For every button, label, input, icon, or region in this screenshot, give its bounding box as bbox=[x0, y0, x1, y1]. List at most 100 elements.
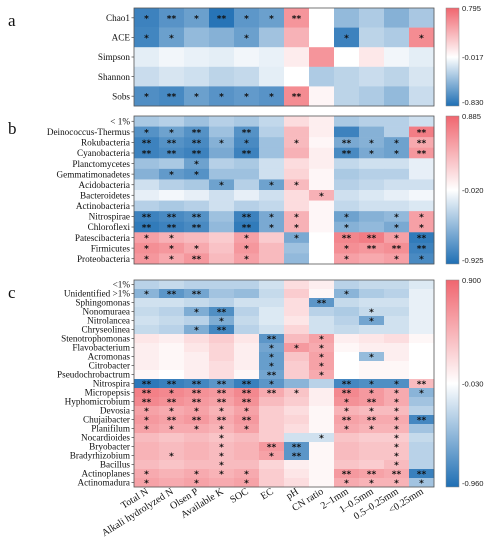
significance-mark: ** bbox=[217, 389, 227, 399]
heatmap-cell bbox=[409, 361, 435, 371]
heatmap-cell bbox=[259, 406, 285, 416]
significance-mark: ** bbox=[342, 389, 352, 399]
heatmap-cell bbox=[259, 289, 285, 299]
heatmap-cell bbox=[359, 47, 385, 68]
heatmap-cell bbox=[184, 66, 210, 87]
significance-mark: * bbox=[344, 213, 349, 223]
heatmap-cell bbox=[359, 190, 385, 201]
heatmap-cell bbox=[334, 334, 360, 344]
row-label: Acidobacteria bbox=[78, 180, 130, 190]
row-label: Flavobacterium bbox=[72, 343, 130, 353]
heatmap-cell bbox=[309, 433, 335, 443]
heatmap-cell bbox=[134, 116, 160, 127]
significance-mark: * bbox=[344, 479, 349, 489]
heatmap-cell bbox=[284, 388, 310, 398]
heatmap-cell bbox=[334, 158, 360, 170]
heatmap-cell bbox=[384, 116, 410, 127]
heatmap-cell bbox=[359, 158, 385, 170]
colorbar-tick-label: -0.030 bbox=[462, 380, 484, 389]
significance-mark: ** bbox=[217, 416, 227, 426]
heatmap-cell bbox=[284, 168, 310, 180]
heatmap-cell bbox=[384, 242, 410, 254]
heatmap-cell bbox=[334, 325, 360, 335]
heatmap-cell bbox=[209, 289, 235, 299]
heatmap-cell bbox=[284, 343, 310, 353]
heatmap-cell bbox=[259, 343, 285, 353]
significance-mark: * bbox=[244, 245, 249, 255]
heatmap-cell bbox=[259, 433, 285, 443]
significance-mark: * bbox=[219, 434, 224, 444]
significance-mark: * bbox=[169, 234, 174, 244]
significance-mark: ** bbox=[192, 290, 202, 300]
significance-mark: * bbox=[394, 213, 399, 223]
heatmap-cell bbox=[359, 460, 385, 470]
significance-mark: * bbox=[219, 139, 224, 149]
heatmap-cell bbox=[159, 334, 185, 344]
heatmap-cell bbox=[134, 179, 160, 191]
significance-mark: * bbox=[244, 93, 249, 103]
heatmap-cell bbox=[359, 469, 385, 479]
heatmap-cell bbox=[184, 147, 210, 159]
heatmap-cell bbox=[159, 116, 185, 127]
heatmap-cell bbox=[234, 307, 260, 317]
heatmap-cell bbox=[409, 200, 435, 212]
heatmap-cell bbox=[284, 442, 310, 452]
significance-mark: * bbox=[419, 479, 424, 489]
row-label: Nonomuraea bbox=[83, 307, 130, 317]
heatmap-cell bbox=[184, 211, 210, 223]
heatmap-cell bbox=[409, 469, 435, 479]
significance-mark: * bbox=[319, 335, 324, 345]
heatmap-cell bbox=[259, 424, 285, 434]
heatmap-cell bbox=[184, 289, 210, 299]
heatmap-cell bbox=[209, 379, 235, 389]
heatmap-cell bbox=[259, 388, 285, 398]
heatmap-cell bbox=[409, 280, 435, 290]
heatmap-cell bbox=[309, 86, 335, 107]
heatmap-cell bbox=[159, 298, 185, 308]
heatmap-cell bbox=[184, 200, 210, 212]
heatmap-cell bbox=[284, 200, 310, 212]
heatmap-cell bbox=[359, 232, 385, 244]
significance-mark: * bbox=[194, 470, 199, 480]
heatmap-cell bbox=[184, 406, 210, 416]
heatmap-cell bbox=[334, 179, 360, 191]
heatmap-cell bbox=[234, 190, 260, 201]
heatmap-cell bbox=[234, 442, 260, 452]
heatmap-cell bbox=[184, 168, 210, 180]
heatmap-cell bbox=[359, 397, 385, 407]
heatmap-cell bbox=[209, 325, 235, 335]
heatmap-cell bbox=[209, 397, 235, 407]
heatmap-cell bbox=[359, 370, 385, 380]
heatmap-cell bbox=[334, 211, 360, 223]
heatmap-cell bbox=[159, 211, 185, 223]
colorbar-tick-label: -0.020 bbox=[462, 186, 484, 195]
row-label: Actinoplanes bbox=[82, 469, 131, 479]
heatmap-cell bbox=[259, 190, 285, 201]
heatmap-cell bbox=[259, 325, 285, 335]
row-label: Nitrospira bbox=[93, 379, 130, 389]
heatmap-cell bbox=[234, 397, 260, 407]
heatmap-cell bbox=[409, 137, 435, 149]
significance-mark: * bbox=[319, 353, 324, 363]
heatmap-cell bbox=[209, 126, 235, 138]
significance-mark: * bbox=[169, 171, 174, 181]
significance-mark: ** bbox=[142, 380, 152, 390]
heatmap-cell bbox=[209, 168, 235, 180]
heatmap-cell bbox=[159, 179, 185, 191]
heatmap-cell bbox=[334, 66, 360, 87]
heatmap-cell bbox=[259, 8, 285, 28]
heatmap-cell bbox=[184, 397, 210, 407]
significance-mark: ** bbox=[192, 128, 202, 138]
heatmap-cell bbox=[134, 66, 160, 87]
significance-mark: * bbox=[244, 34, 249, 44]
row-label: < 1% bbox=[110, 116, 130, 126]
heatmap-cell bbox=[259, 460, 285, 470]
heatmap-cell bbox=[184, 478, 210, 488]
heatmap-cell bbox=[209, 388, 235, 398]
heatmap-cell bbox=[234, 8, 260, 28]
heatmap-cell bbox=[159, 158, 185, 170]
significance-mark: * bbox=[419, 389, 424, 399]
significance-mark: * bbox=[244, 479, 249, 489]
heatmap-cell bbox=[309, 242, 335, 254]
heatmap-cell bbox=[234, 433, 260, 443]
